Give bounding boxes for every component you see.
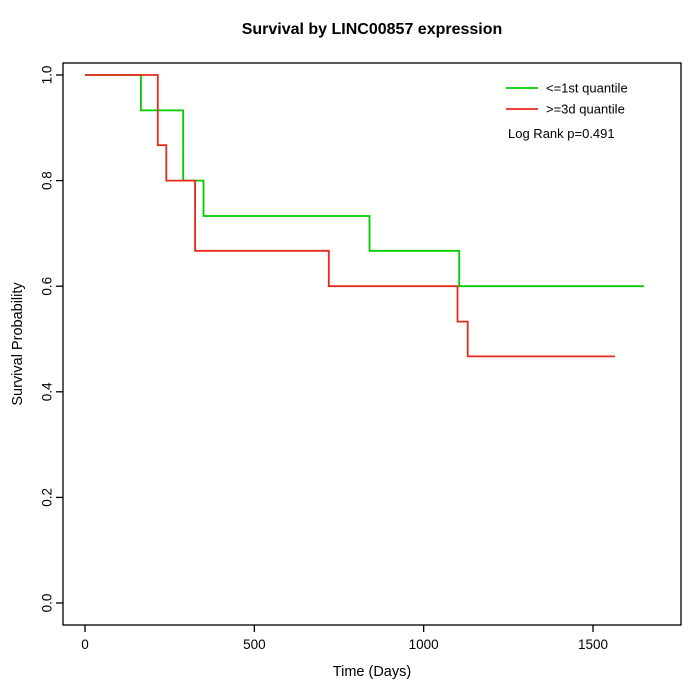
survival-curve-1 — [85, 74, 615, 358]
x-axis-tick-label: 500 — [243, 637, 266, 652]
y-axis-label: Survival Probability — [10, 282, 26, 406]
y-axis-tick-label: 0.0 — [40, 594, 55, 613]
chart-title: Survival by LINC00857 expression — [241, 21, 503, 38]
y-axis-tick-label: 1.0 — [40, 66, 55, 85]
y-axis-tick-label: 0.8 — [40, 171, 55, 190]
survival-curve-0 — [85, 74, 644, 288]
legend-label-1: >=3d quantile — [546, 102, 625, 117]
y-axis-tick-label: 0.6 — [40, 277, 55, 296]
x-axis-label: Time (Days) — [333, 664, 411, 680]
y-axis-tick-label: 0.4 — [40, 382, 55, 401]
x-axis-tick-label: 0 — [81, 637, 89, 652]
logrank-annotation: Log Rank p=0.491 — [508, 126, 615, 141]
x-axis-tick-label: 1000 — [409, 637, 439, 652]
legend-label-0: <=1st quantile — [546, 81, 628, 96]
x-axis-tick-label: 1500 — [578, 637, 608, 652]
y-axis-tick-label: 0.2 — [40, 488, 55, 507]
plot-box — [62, 62, 682, 626]
